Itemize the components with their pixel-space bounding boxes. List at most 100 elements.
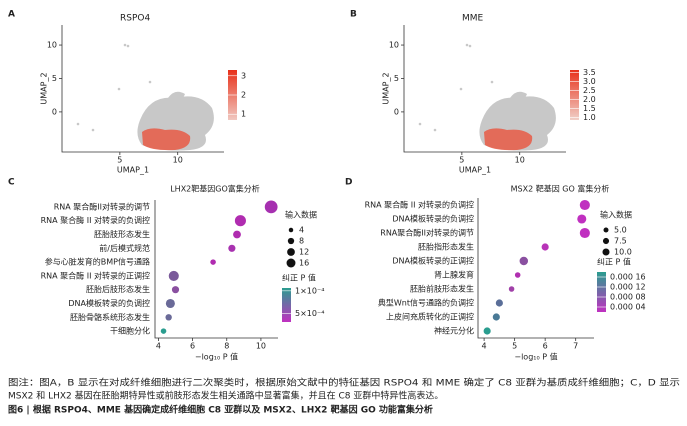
- panel: C LHX2靶基因GO富集分析 4 6 8 10 −log₁₀ P 值 RNA 聚合酶II对转…: [8, 178, 324, 362]
- colorbar-label: 0.000 04: [610, 303, 646, 312]
- colorbar-label: 1.5: [583, 104, 596, 113]
- category-label: RNA 聚合酶 II 对转录的负调控: [41, 215, 150, 225]
- x-tick-label: 10: [173, 156, 183, 165]
- colorbar-label: 2: [241, 91, 246, 100]
- x-tick-label: 10: [515, 156, 525, 165]
- category-label: 前/后模式规范: [99, 243, 150, 253]
- cell: [117, 87, 121, 91]
- category-label: 神经元分化: [434, 326, 474, 336]
- x-axis-label: UMAP_1: [117, 166, 149, 175]
- y-tick-label: 10: [47, 41, 57, 50]
- dot: [168, 270, 179, 281]
- dot: [160, 328, 167, 334]
- y-tick-label: 0: [52, 107, 57, 116]
- cell: [418, 122, 422, 126]
- panel-label: B: [350, 10, 357, 20]
- cell: [465, 43, 469, 47]
- colorbar-label: 0.000 08: [610, 293, 646, 302]
- cell-cloud: [510, 91, 527, 103]
- colorbar-title: 纠正 P 值: [282, 273, 316, 283]
- dot: [165, 298, 175, 309]
- x-tick-label: 7: [573, 342, 578, 351]
- x-tick-label: 5: [512, 342, 517, 351]
- axis: [477, 198, 594, 339]
- y-tick-label: 0: [394, 107, 399, 116]
- axis: [61, 25, 224, 153]
- colorbar: [282, 288, 291, 322]
- colorbar-label: 2.5: [583, 86, 596, 95]
- category-label: 参与心脏发育的BMP信号通路: [45, 257, 150, 267]
- cell: [76, 122, 80, 126]
- x-tick-label: 5: [117, 156, 122, 165]
- panel-label: A: [8, 10, 15, 20]
- legend-title: 输入数据: [285, 210, 317, 220]
- dot: [577, 214, 587, 224]
- dot: [228, 244, 236, 252]
- legend-dot: [602, 248, 610, 256]
- expression-region: [142, 128, 191, 151]
- y-tick-label: 5: [394, 74, 399, 83]
- category-label: 胚胎骨骼系统形态发生: [70, 312, 150, 322]
- dot: [483, 327, 491, 335]
- category-label: 肾上腺发育: [434, 270, 474, 280]
- category-label: RNA 聚合酶II对转录的调节: [54, 201, 150, 211]
- panel-title: MSX2 靶基因 GO 富集分析: [511, 184, 610, 194]
- cell: [126, 44, 130, 48]
- dot: [519, 256, 529, 266]
- cell: [433, 128, 437, 132]
- legend-title: 输入数据: [600, 210, 632, 220]
- dot: [210, 259, 216, 265]
- panel: A RSPO4 5 10 0 5 10 UMAP_1 UMAP_2 3 2 1: [8, 10, 246, 175]
- category-label: RNA 聚合酶 II 对转录的正调控: [41, 270, 150, 280]
- colorbar-label: 1×10⁻⁴: [295, 286, 324, 295]
- y-tick-label: 5: [52, 74, 57, 83]
- category-label: 上皮间充质转化的正调控: [386, 312, 474, 322]
- category-label: 干细胞分化: [110, 326, 150, 336]
- dot: [579, 227, 590, 239]
- legend-dot: [288, 227, 294, 233]
- panel-title: MME: [462, 14, 484, 24]
- legend-label: 12: [299, 248, 309, 257]
- category-label: DNA模板转录的正调控: [392, 256, 474, 266]
- legend-dot: [602, 237, 610, 245]
- category-label: DNA模板转录的负调控: [392, 214, 474, 224]
- dot: [541, 243, 549, 251]
- colorbar: [570, 70, 579, 120]
- x-tick-label: 10: [256, 342, 266, 351]
- x-tick-label: 6: [190, 342, 195, 351]
- category-label: 胚胎肢形态发生: [94, 229, 150, 239]
- colorbar-label: 0.000 12: [610, 283, 646, 292]
- y-axis-label: UMAP_2: [40, 72, 49, 104]
- category-label: 胚胎指形态发生: [418, 242, 474, 252]
- dot: [234, 215, 246, 227]
- cell: [148, 80, 152, 84]
- expression-region: [484, 128, 533, 151]
- axis: [403, 25, 566, 153]
- dot: [514, 272, 521, 278]
- panel: D MSX2 靶基因 GO 富集分析 4 5 6 7 −log₁₀ P 值 RNA 聚合酶 I…: [345, 178, 646, 362]
- colorbar-label: 1.0: [583, 113, 596, 122]
- category-label: 典型Wnt信号通路的负调控: [378, 298, 474, 308]
- legend-dot: [287, 237, 295, 245]
- cell: [459, 87, 463, 91]
- panel: B MME 5 10 0 5 10 UMAP_1 UMAP_2 3.53.02.52.01.51.…: [350, 10, 596, 175]
- legend-label: 8: [299, 237, 304, 246]
- legend-label: 10.0: [614, 248, 632, 257]
- category-label: RNA聚合酶II对转录的调节: [380, 228, 474, 238]
- axis: [154, 200, 278, 339]
- panel-title: RSPO4: [120, 14, 150, 24]
- colorbar: [597, 272, 606, 312]
- colorbar-label: 3.5: [583, 68, 596, 77]
- x-tick-label: 5: [459, 156, 464, 165]
- caption-line: MSX2 和 LHX2 基因在胚胎期特异性或前肢形态发生相关通路中显著富集，并且…: [8, 390, 443, 402]
- legend-dot: [603, 227, 609, 233]
- dot: [171, 286, 180, 294]
- cell: [490, 80, 494, 84]
- dot: [492, 313, 500, 321]
- colorbar-label: 1: [241, 110, 246, 119]
- legend-dot: [286, 258, 296, 268]
- panel-label: D: [345, 178, 352, 188]
- legend-label: 16: [299, 259, 309, 268]
- colorbar-title: 纠正 P 值: [597, 257, 631, 267]
